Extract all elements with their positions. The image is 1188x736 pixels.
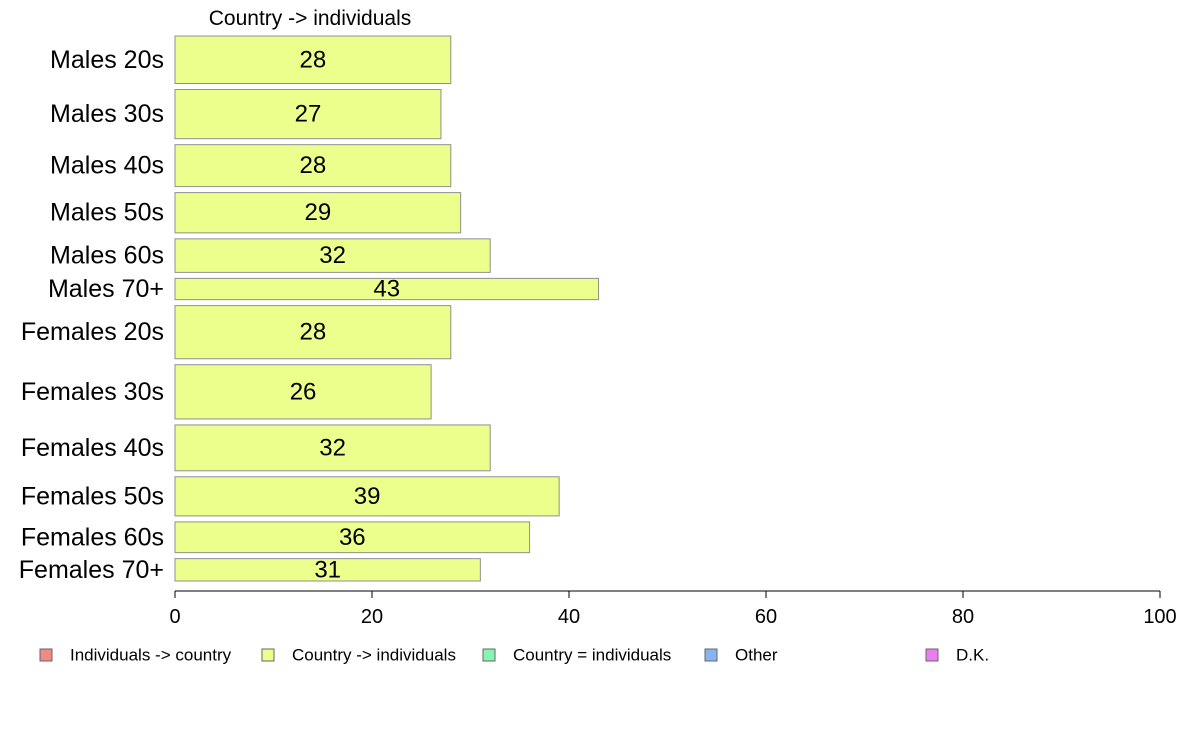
bar-value-label: 32 <box>319 434 346 461</box>
legend-swatch <box>39 648 53 662</box>
category-label: Females 70+ <box>19 556 164 584</box>
x-tick-label: 60 <box>755 606 777 628</box>
legend-swatch <box>261 648 275 662</box>
category-label: Males 20s <box>50 46 164 74</box>
category-label: Females 60s <box>21 523 164 551</box>
category-label: Females 40s <box>21 434 164 462</box>
bar-7 <box>174 364 432 420</box>
legend-label: Other <box>735 646 778 665</box>
bar-0 <box>174 35 452 85</box>
bar-9 <box>174 476 560 517</box>
bar-value-label: 28 <box>300 319 327 346</box>
bar-value-label: 31 <box>314 556 341 583</box>
legend-label: D.K. <box>956 646 989 665</box>
bar-3 <box>174 192 462 234</box>
bar-6 <box>174 305 452 360</box>
legend-swatch <box>704 648 718 662</box>
legend-label: Country -> individuals <box>292 646 456 665</box>
category-label: Males 50s <box>50 199 164 227</box>
category-label: Males 60s <box>50 242 164 270</box>
x-tick-label: 100 <box>1143 606 1176 628</box>
bar-8 <box>174 424 491 472</box>
bar-4 <box>174 238 491 273</box>
bar-11 <box>174 558 481 582</box>
category-label: Males 30s <box>50 100 164 128</box>
x-tick-label: 80 <box>952 606 974 628</box>
bar-value-label: 28 <box>300 46 327 73</box>
bar-10 <box>174 521 531 554</box>
x-axis: 0 20 40 60 80 100 <box>169 590 1177 628</box>
category-label: Males 40s <box>50 152 164 180</box>
category-label: Females 30s <box>21 378 164 406</box>
x-tick-label: 0 <box>169 606 180 628</box>
legend-label: Individuals -> country <box>70 646 232 665</box>
legend-swatch <box>482 648 496 662</box>
legend-label: Country = individuals <box>513 646 671 665</box>
bar-value-label: 28 <box>300 152 327 179</box>
category-label: Females 50s <box>21 482 164 510</box>
category-label: Males 70+ <box>48 275 164 303</box>
bar-value-label: 29 <box>304 199 331 226</box>
x-tick-label: 20 <box>361 606 383 628</box>
bar-1 <box>174 89 442 140</box>
bar-value-label: 36 <box>339 524 366 551</box>
legend-swatch <box>925 648 939 662</box>
bar-value-label: 26 <box>290 378 317 405</box>
legend: Individuals -> country Country -> individ… <box>39 646 989 665</box>
bar-value-label: 27 <box>295 101 322 128</box>
category-label: Females 20s <box>21 318 164 346</box>
x-tick-label: 40 <box>558 606 580 628</box>
chart-title: Country -> individuals <box>209 7 412 30</box>
bar-value-label: 32 <box>319 242 346 269</box>
bars-group: 28 Males 20s 27 Males 30s 28 Males 40s 29 Males… <box>19 35 600 584</box>
bar-value-label: 43 <box>373 276 400 303</box>
bar-5 <box>174 277 600 301</box>
bar-2 <box>174 144 452 188</box>
bar-value-label: 39 <box>354 483 381 510</box>
